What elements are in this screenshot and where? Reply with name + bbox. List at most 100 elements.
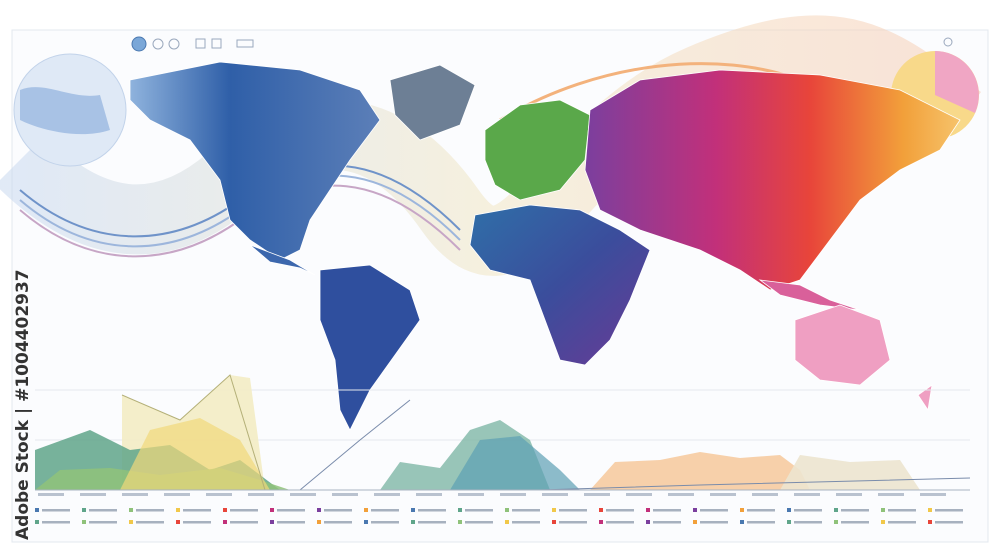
legend-label-placeholder: [277, 509, 305, 512]
legend-label-placeholder: [183, 521, 211, 524]
legend-swatch: [317, 508, 321, 512]
area: [450, 436, 580, 490]
axis-label-placeholder: [290, 493, 316, 496]
legend-swatch: [129, 508, 133, 512]
band: [0, 15, 982, 276]
legend-label-placeholder: [136, 509, 164, 512]
legend-swatch: [881, 520, 885, 524]
icon: [236, 39, 254, 48]
axis-label-placeholder: [122, 493, 148, 496]
legend-label-placeholder: [888, 521, 916, 524]
pie-slice: [935, 51, 979, 113]
legend-swatch: [505, 508, 509, 512]
legend-swatch: [364, 520, 368, 524]
legend-swatch: [787, 520, 791, 524]
legend-label-placeholder: [89, 521, 117, 524]
legend-label-placeholder: [42, 509, 70, 512]
axis-label-placeholder: [710, 493, 736, 496]
icon: [168, 38, 180, 50]
legend-swatch: [458, 508, 462, 512]
legend-label-placeholder: [794, 509, 822, 512]
legend-swatch: [82, 508, 86, 512]
legend-label-placeholder: [653, 521, 681, 524]
legend-swatch: [834, 508, 838, 512]
legend-label-placeholder: [794, 521, 822, 524]
icon: [131, 36, 147, 52]
axis-label-placeholder: [80, 493, 106, 496]
legend-swatch: [646, 520, 650, 524]
area: [590, 452, 810, 490]
legend-swatch: [740, 520, 744, 524]
axis-label-placeholder: [668, 493, 694, 496]
legend-label-placeholder: [136, 521, 164, 524]
axis-label-placeholder: [794, 493, 820, 496]
legend-label-placeholder: [841, 521, 869, 524]
legend-swatch: [270, 520, 274, 524]
legend-swatch: [129, 520, 133, 524]
axis-label-placeholder: [38, 493, 64, 496]
icon: [211, 38, 222, 49]
legend-label-placeholder: [606, 521, 634, 524]
legend-swatch: [223, 508, 227, 512]
axis-label-placeholder: [164, 493, 190, 496]
legend-label-placeholder: [465, 509, 493, 512]
axis-label-placeholder: [500, 493, 526, 496]
legend-swatch: [552, 520, 556, 524]
legend-label-placeholder: [324, 521, 352, 524]
toolbar: [131, 36, 953, 52]
legend-swatch: [317, 520, 321, 524]
axis-label-placeholder: [584, 493, 610, 496]
legend-label-placeholder: [371, 521, 399, 524]
europe: [484, 99, 591, 201]
legend-swatch: [928, 508, 932, 512]
legend-swatch: [693, 520, 697, 524]
watermark: Adobe Stock | #1004402937: [13, 269, 33, 540]
icon: [943, 37, 953, 47]
legend-label-placeholder: [183, 509, 211, 512]
legend-swatch: [176, 508, 180, 512]
axis-label-placeholder: [206, 493, 232, 496]
legend-swatch: [693, 508, 697, 512]
legend-label-placeholder: [700, 509, 728, 512]
legend-swatch: [599, 508, 603, 512]
axis-label-placeholder: [248, 493, 274, 496]
legend-swatch: [740, 508, 744, 512]
legend-label-placeholder: [512, 521, 540, 524]
trend-line: [539, 477, 971, 491]
legend-label-placeholder: [465, 521, 493, 524]
legend-swatch: [787, 508, 791, 512]
legend-label-placeholder: [324, 509, 352, 512]
world-map: [129, 61, 961, 431]
legend-label-placeholder: [230, 521, 258, 524]
legend-label-placeholder: [606, 509, 634, 512]
legend-swatch: [35, 508, 39, 512]
legend-swatch: [834, 520, 838, 524]
axis-label-placeholder: [752, 493, 778, 496]
legend-label-placeholder: [653, 509, 681, 512]
area-chart: [35, 374, 971, 491]
area: [780, 455, 920, 490]
legend-label-placeholder: [747, 509, 775, 512]
legend-swatch: [82, 520, 86, 524]
africa: [469, 204, 651, 366]
legend-swatch: [411, 508, 415, 512]
legend-swatch: [928, 520, 932, 524]
asia: [584, 69, 961, 291]
legend-label-placeholder: [935, 509, 963, 512]
north-america: [129, 61, 381, 261]
axis-label-placeholder: [416, 493, 442, 496]
legend-label-placeholder: [371, 509, 399, 512]
legend-swatch: [458, 520, 462, 524]
legend-label-placeholder: [512, 509, 540, 512]
legend-label-placeholder: [559, 521, 587, 524]
legend-swatch: [176, 520, 180, 524]
legend-label-placeholder: [277, 521, 305, 524]
legend-label-placeholder: [418, 509, 446, 512]
legend-label-placeholder: [700, 521, 728, 524]
legend-swatch: [223, 520, 227, 524]
legend-swatch: [270, 508, 274, 512]
legend-label-placeholder: [747, 521, 775, 524]
icon: [152, 38, 164, 50]
legend-swatch: [411, 520, 415, 524]
